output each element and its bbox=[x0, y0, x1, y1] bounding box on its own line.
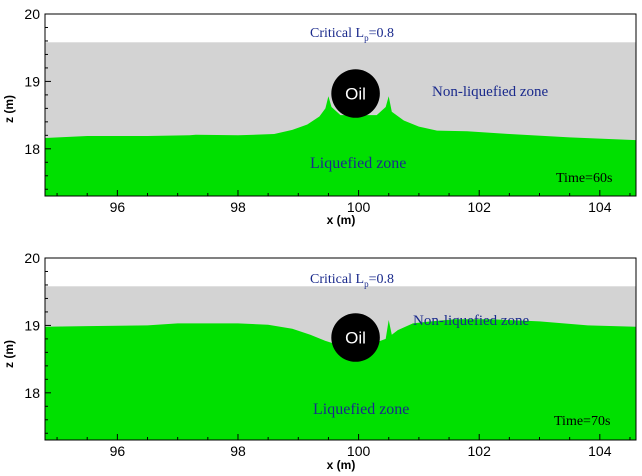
title-main: Critical L bbox=[310, 272, 364, 287]
y-axis-label: z (m) bbox=[2, 340, 16, 368]
y-tick-label: 18 bbox=[24, 385, 40, 401]
x-tick-label: 96 bbox=[110, 443, 126, 459]
oil-label: Oil bbox=[345, 329, 366, 348]
plot-frame bbox=[44, 257, 637, 441]
y-axis-label: z (m) bbox=[2, 95, 16, 123]
title-value: =0.8 bbox=[369, 272, 394, 287]
title-subscript: p bbox=[364, 279, 369, 289]
x-tick-label: 100 bbox=[347, 443, 371, 459]
non-liquefied-zone-label: Non-liquefied zone bbox=[432, 84, 549, 100]
y-tick-label: 20 bbox=[24, 250, 40, 266]
title-value: =0.8 bbox=[369, 26, 394, 41]
time-label: Time=70s bbox=[554, 414, 610, 429]
liquefied-zone-label: Liquefied zone bbox=[313, 401, 409, 418]
plot-frame bbox=[44, 13, 637, 197]
liquefied-region bbox=[45, 96, 636, 196]
x-tick-label: 102 bbox=[468, 199, 492, 215]
title-main: Critical L bbox=[310, 26, 364, 41]
x-tick-label: 100 bbox=[347, 199, 371, 215]
y-ticks: 18 19 20 bbox=[24, 250, 51, 434]
x-axis-label: x (m) bbox=[327, 213, 356, 227]
x-tick-label: 98 bbox=[230, 199, 246, 215]
chart-title: Critical Lp=0.8 bbox=[310, 272, 394, 289]
y-tick-label: 20 bbox=[24, 6, 40, 22]
chart-title: Critical Lp=0.8 bbox=[310, 26, 394, 43]
title-subscript: p bbox=[364, 33, 369, 43]
oil-label: Oil bbox=[345, 85, 366, 104]
x-tick-label: 96 bbox=[110, 199, 126, 215]
liquefied-zone-label: Liquefied zone bbox=[310, 155, 406, 172]
x-axis-label: x (m) bbox=[327, 458, 356, 472]
oil-droplet bbox=[331, 69, 380, 118]
x-tick-label: 102 bbox=[468, 443, 492, 459]
y-tick-label: 19 bbox=[24, 317, 40, 333]
panel-time-60s: Oil 96 98 100 102 104 18 19 20 x (m) z (m) Cri… bbox=[2, 6, 637, 227]
liquefied-region bbox=[45, 319, 636, 440]
time-label: Time=60s bbox=[556, 171, 612, 186]
panel-time-70s: Oil 96 98 100 102 104 18 19 20 x (m) z (m) Cri… bbox=[2, 250, 637, 472]
x-tick-label: 98 bbox=[230, 443, 246, 459]
x-tick-label: 104 bbox=[588, 199, 612, 215]
y-tick-label: 19 bbox=[24, 73, 40, 89]
y-ticks: 18 19 20 bbox=[24, 6, 51, 190]
x-ticks: 96 98 100 102 104 bbox=[56, 434, 631, 459]
oil-droplet bbox=[331, 313, 380, 362]
x-tick-label: 104 bbox=[588, 443, 612, 459]
non-liquefied-zone-label: Non-liquefied zone bbox=[413, 313, 530, 329]
y-tick-label: 18 bbox=[24, 141, 40, 157]
x-ticks: 96 98 100 102 104 bbox=[56, 190, 631, 215]
